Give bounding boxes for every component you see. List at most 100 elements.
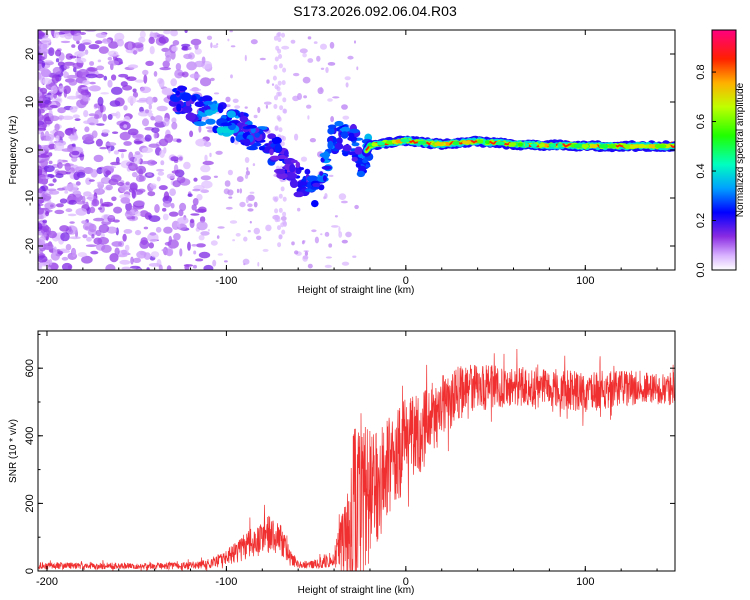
- ridge-knot: [376, 141, 386, 146]
- noise-blob: [239, 201, 246, 208]
- noise-blob: [81, 195, 86, 204]
- x-tick-label: -200: [36, 576, 58, 588]
- noise-blob: [327, 98, 333, 102]
- noise-blob: [160, 160, 165, 166]
- ridge-blob: [198, 107, 205, 112]
- noise-blob: [304, 251, 308, 256]
- ridge-blob: [342, 144, 352, 152]
- colorbar-tick-label: 0.2: [695, 213, 707, 228]
- noise-blob: [57, 107, 66, 114]
- ridge-blob: [289, 179, 299, 189]
- noise-blob: [299, 48, 308, 54]
- noise-blob: [57, 187, 65, 191]
- noise-blob: [76, 99, 87, 109]
- noise-blob: [198, 125, 202, 133]
- snr-series-line: [38, 348, 675, 571]
- noise-blob: [174, 69, 184, 79]
- noise-blob: [184, 30, 188, 33]
- ridge-blob: [182, 106, 193, 113]
- noise-blob: [309, 138, 316, 143]
- noise-blob: [282, 196, 287, 202]
- noise-blob: [48, 47, 55, 56]
- noise-blob: [105, 142, 117, 147]
- noise-blob: [307, 36, 312, 40]
- noise-blob: [82, 234, 88, 239]
- noise-blob: [105, 264, 116, 270]
- noise-blob: [88, 44, 100, 50]
- noise-blob: [236, 188, 240, 194]
- noise-blob: [338, 193, 347, 201]
- noise-blob: [142, 118, 149, 127]
- noise-blob: [55, 49, 62, 57]
- noise-blob: [275, 215, 279, 221]
- noise-blob: [307, 115, 310, 120]
- ridge-knot: [629, 144, 639, 149]
- noise-blob: [74, 50, 86, 57]
- noise-blob: [352, 255, 357, 258]
- noise-blob: [200, 164, 211, 173]
- noise-blob: [151, 127, 160, 133]
- noise-blob: [89, 122, 95, 126]
- ridge-knot: [400, 138, 411, 143]
- noise-blob: [192, 264, 197, 269]
- noise-blob: [253, 201, 258, 208]
- noise-blob: [328, 243, 333, 248]
- noise-blob: [320, 67, 325, 71]
- colorbar-ticks: 0.0 0.2 0.4 0.6 0.8: [695, 64, 716, 278]
- noise-blob: [354, 40, 356, 44]
- noise-blob: [273, 64, 278, 70]
- noise-blob: [132, 88, 137, 93]
- noise-blob: [54, 123, 60, 132]
- noise-blob: [171, 170, 180, 174]
- noise-blob: [137, 188, 146, 193]
- noise-blob: [94, 40, 103, 45]
- ridge-blob: [258, 146, 265, 151]
- noise-blob: [196, 193, 203, 201]
- noise-blob: [73, 132, 78, 140]
- noise-blob: [187, 241, 191, 251]
- ridge-knot: [557, 143, 563, 148]
- noise-blob: [356, 66, 359, 71]
- noise-blob: [189, 73, 201, 79]
- noise-blob: [52, 178, 57, 183]
- noise-blob: [210, 240, 218, 246]
- noise-blob: [41, 158, 50, 162]
- noise-blob: [201, 180, 213, 189]
- ridge-blob: [269, 155, 281, 161]
- noise-blob: [212, 44, 219, 49]
- noise-blob: [158, 78, 165, 88]
- noise-blob: [273, 35, 278, 41]
- noise-blob: [190, 213, 200, 216]
- colorbar-tick-label: 0.6: [695, 114, 707, 129]
- noise-blob: [198, 251, 211, 259]
- noise-blob: [116, 38, 124, 47]
- noise-blob: [49, 115, 60, 122]
- noise-blob: [189, 130, 194, 138]
- noise-blob: [38, 149, 46, 154]
- noise-blob: [281, 80, 286, 86]
- noise-blob: [38, 56, 46, 61]
- noise-blob: [123, 229, 133, 234]
- noise-blob: [111, 241, 123, 247]
- noise-blob: [347, 55, 354, 60]
- noise-blob: [144, 134, 152, 142]
- noise-blob: [159, 67, 171, 71]
- noise-blob: [281, 45, 290, 50]
- noise-blob: [265, 224, 272, 232]
- ridge-knot: [574, 143, 582, 148]
- noise-blob: [138, 36, 146, 43]
- noise-blob: [149, 46, 155, 55]
- ridge-blob: [230, 136, 235, 144]
- noise-blob: [119, 131, 131, 141]
- noise-blob: [114, 247, 120, 256]
- colorbar-tick-label: 0.4: [695, 163, 707, 178]
- noise-blob: [107, 79, 113, 88]
- noise-blob: [133, 50, 138, 55]
- ridge-blob: [293, 191, 304, 198]
- noise-blob: [244, 174, 249, 179]
- noise-blob: [277, 225, 281, 231]
- noise-blob: [227, 189, 234, 196]
- noise-blob: [74, 118, 81, 121]
- noise-blob: [107, 60, 120, 66]
- noise-blob: [38, 239, 46, 246]
